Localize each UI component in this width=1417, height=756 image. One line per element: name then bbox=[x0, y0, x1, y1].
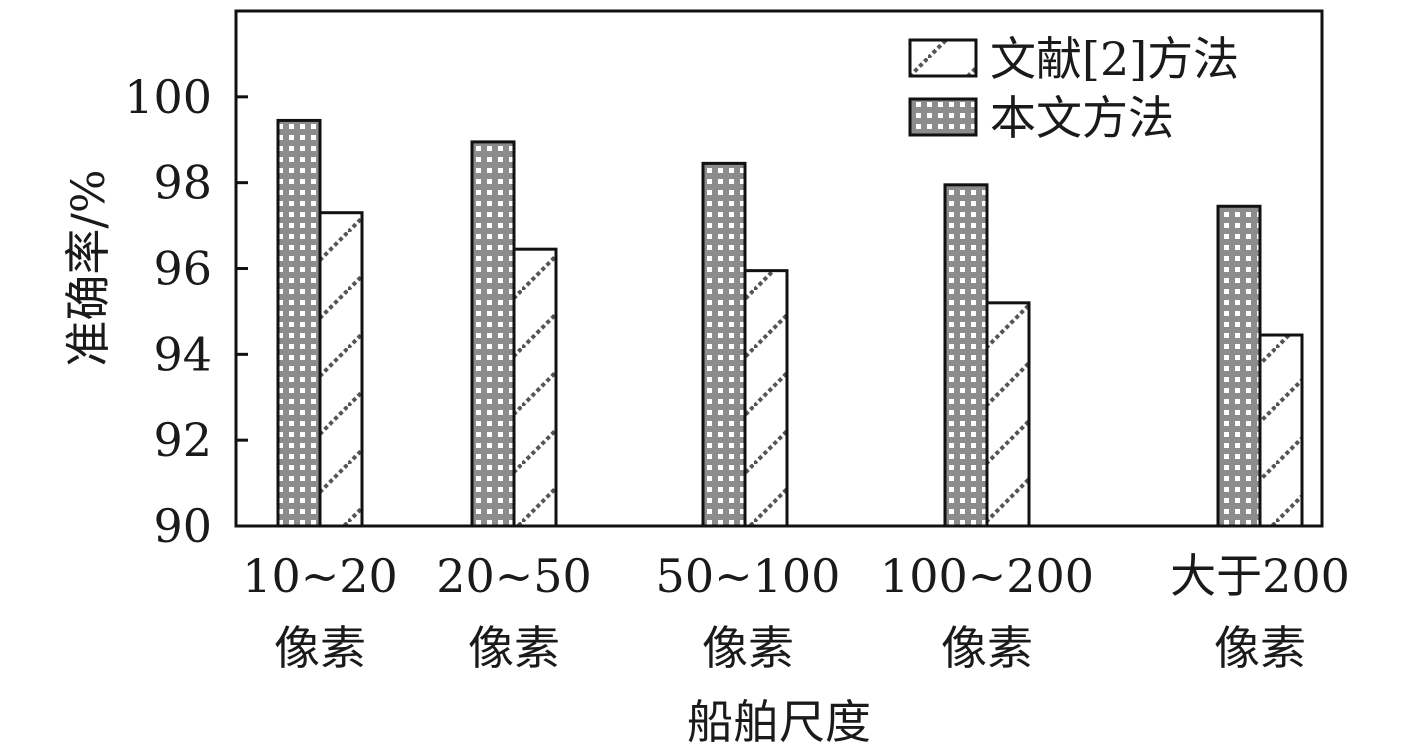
bar-ours-2 bbox=[472, 142, 514, 526]
x-tick-label-3-line-2: 像素 bbox=[702, 621, 794, 675]
y-axis: 90 92 94 96 98 100 bbox=[124, 70, 248, 553]
x-tick-label-2-line-1: 20~50 bbox=[436, 549, 592, 603]
legend-swatch-ours bbox=[910, 99, 976, 135]
legend: 文献[2]方法 本文方法 bbox=[910, 32, 1239, 145]
x-tick-label-5-line-2: 像素 bbox=[1214, 621, 1306, 675]
x-axis-labels: 10~20 像素 20~50 像素 50~100 像素 100~200 像素 大于200 像素 bbox=[242, 549, 1350, 675]
y-tick-label-90: 90 bbox=[153, 499, 212, 553]
bar-ref2-2 bbox=[514, 249, 556, 526]
y-axis-title: 准确率/% bbox=[61, 169, 115, 366]
y-tick-label-94: 94 bbox=[153, 327, 212, 381]
x-axis-title: 船舶尺度 bbox=[687, 695, 871, 749]
bar-ref2-1 bbox=[320, 213, 362, 526]
bars-layer bbox=[278, 120, 1302, 526]
y-tick-label-100: 100 bbox=[124, 70, 212, 124]
legend-label-ref2: 文献[2]方法 bbox=[990, 32, 1239, 86]
y-tick-label-96: 96 bbox=[153, 242, 212, 296]
bar-ref2-3 bbox=[745, 271, 787, 526]
y-tick-label-98: 98 bbox=[153, 156, 212, 210]
legend-label-ours: 本文方法 bbox=[990, 91, 1174, 145]
bar-ours-1 bbox=[278, 120, 320, 526]
bar-ref2-4 bbox=[987, 303, 1029, 526]
bar-ours-3 bbox=[703, 163, 745, 526]
x-tick-label-5-line-1: 大于200 bbox=[1170, 549, 1350, 603]
x-tick-label-4-line-1: 100~200 bbox=[880, 549, 1094, 603]
bar-ref2-5 bbox=[1260, 335, 1302, 526]
x-tick-label-1-line-2: 像素 bbox=[274, 621, 366, 675]
bar-ours-5 bbox=[1218, 206, 1260, 526]
x-tick-label-3-line-1: 50~100 bbox=[656, 549, 841, 603]
bar-ours-4 bbox=[945, 185, 987, 526]
x-tick-label-2-line-2: 像素 bbox=[468, 621, 560, 675]
legend-swatch-ref2 bbox=[910, 40, 976, 76]
x-tick-label-4-line-2: 像素 bbox=[941, 621, 1033, 675]
y-tick-label-92: 92 bbox=[153, 413, 212, 467]
x-tick-label-1-line-1: 10~20 bbox=[242, 549, 398, 603]
